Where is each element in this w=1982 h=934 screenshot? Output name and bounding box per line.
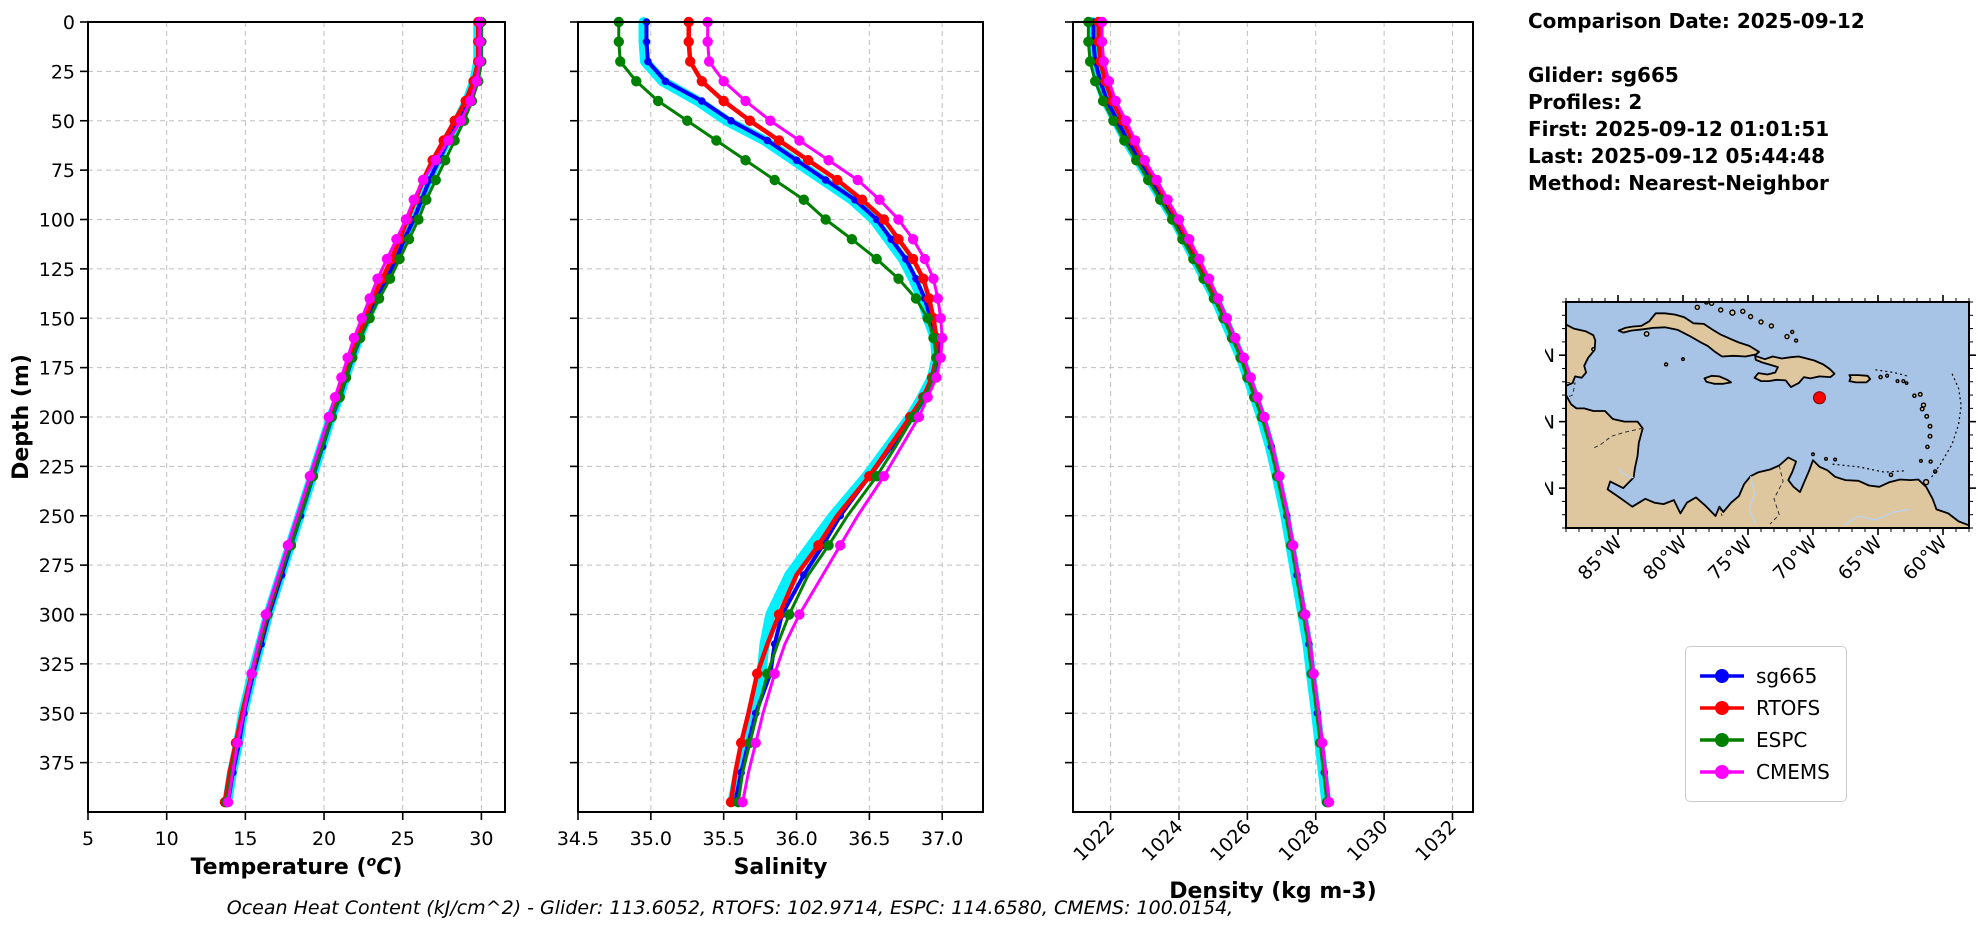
svg-text:50: 50 <box>51 111 75 133</box>
location-map: 85°W80°W75°W70°W65°W60°W 10°N 15°N 20°N <box>1507 288 1982 622</box>
svg-text:15: 15 <box>233 828 257 850</box>
svg-text:36.5: 36.5 <box>848 828 890 850</box>
svg-text:275: 275 <box>39 555 75 577</box>
svg-text:20: 20 <box>312 828 336 850</box>
ohc-annotation: Ocean Heat Content (kJ/cm^2) - Glider: 1… <box>226 897 1234 919</box>
legend-line-sample <box>1700 765 1744 779</box>
legend-item-rtofs: RTOFS <box>1698 693 1830 723</box>
legend-label: sg665 <box>1756 664 1818 688</box>
svg-text:Temperature (oC): Temperature (oC) <box>191 854 403 880</box>
svg-text:25: 25 <box>391 828 415 850</box>
svg-text:150: 150 <box>39 308 75 330</box>
legend-label: ESPC <box>1756 728 1808 752</box>
legend-item-cmems: CMEMS <box>1698 757 1830 787</box>
svg-text:1026: 1026 <box>1206 816 1256 866</box>
info-panel: Comparison Date: 2025-09-12 Glider: sg66… <box>1528 8 1865 197</box>
svg-text:65°W: 65°W <box>1834 532 1887 585</box>
svg-text:350: 350 <box>39 703 75 725</box>
svg-text:15°N: 15°N <box>1545 412 1555 434</box>
svg-text:5: 5 <box>82 828 94 850</box>
svg-text:20°N: 20°N <box>1545 345 1555 367</box>
svg-text:0: 0 <box>63 12 75 34</box>
svg-text:175: 175 <box>39 358 75 380</box>
profile-charts: 0 25 50 75 100 125 150 175 200 225 250 275 300 325 350… <box>9 12 1474 904</box>
svg-text:200: 200 <box>39 407 75 429</box>
svg-text:Density (kg m-3): Density (kg m-3) <box>1169 879 1377 904</box>
svg-text:75: 75 <box>51 160 75 182</box>
svg-text:10: 10 <box>155 828 179 850</box>
svg-text:1030: 1030 <box>1343 816 1393 866</box>
svg-text:300: 300 <box>39 605 75 627</box>
svg-text:35.0: 35.0 <box>630 828 672 850</box>
svg-text:60°W: 60°W <box>1899 532 1952 585</box>
svg-text:1032: 1032 <box>1411 816 1461 866</box>
svg-text:Depth (m): Depth (m) <box>9 354 34 480</box>
profiles-count: Profiles: 2 <box>1528 90 1643 114</box>
svg-text:37.0: 37.0 <box>921 828 963 850</box>
legend-item-sg665: sg665 <box>1698 661 1830 691</box>
legend-line-sample <box>1700 669 1744 683</box>
svg-text:30: 30 <box>469 828 493 850</box>
svg-text:25: 25 <box>51 61 75 83</box>
last-profile-time: Last: 2025-09-12 05:44:48 <box>1528 144 1826 168</box>
svg-text:75°W: 75°W <box>1704 532 1757 585</box>
glider-name: Glider: sg665 <box>1528 63 1679 87</box>
comparison-date: Comparison Date: 2025-09-12 <box>1528 9 1865 33</box>
svg-text:85°W: 85°W <box>1574 532 1627 585</box>
first-profile-time: First: 2025-09-12 01:01:51 <box>1528 117 1830 141</box>
legend-item-espc: ESPC <box>1698 725 1830 755</box>
legend: sg665 RTOFS ESPC CMEMS <box>1685 646 1847 802</box>
svg-text:325: 325 <box>39 654 75 676</box>
spacer <box>1528 35 1865 62</box>
svg-text:34.5: 34.5 <box>557 828 599 850</box>
legend-line-sample <box>1700 701 1744 715</box>
svg-text:Salinity: Salinity <box>734 855 828 880</box>
svg-text:70°W: 70°W <box>1769 532 1822 585</box>
legend-line-sample <box>1700 733 1744 747</box>
svg-text:100: 100 <box>39 210 75 232</box>
interp-method: Method: Nearest-Neighbor <box>1528 171 1829 195</box>
svg-text:1024: 1024 <box>1138 816 1188 866</box>
svg-text:250: 250 <box>39 506 75 528</box>
svg-text:1022: 1022 <box>1069 816 1119 866</box>
caribbean-map: 85°W80°W75°W70°W65°W60°W 10°N 15°N 20°N <box>1507 295 1976 585</box>
legend-label: CMEMS <box>1756 760 1830 784</box>
svg-text:375: 375 <box>39 753 75 775</box>
svg-text:225: 225 <box>39 456 75 478</box>
svg-text:80°W: 80°W <box>1639 532 1692 585</box>
legend-label: RTOFS <box>1756 696 1821 720</box>
svg-text:1028: 1028 <box>1275 816 1325 866</box>
svg-text:10°N: 10°N <box>1545 478 1555 500</box>
svg-text:125: 125 <box>39 259 75 281</box>
svg-text:36.0: 36.0 <box>775 828 817 850</box>
svg-text:35.5: 35.5 <box>703 828 745 850</box>
